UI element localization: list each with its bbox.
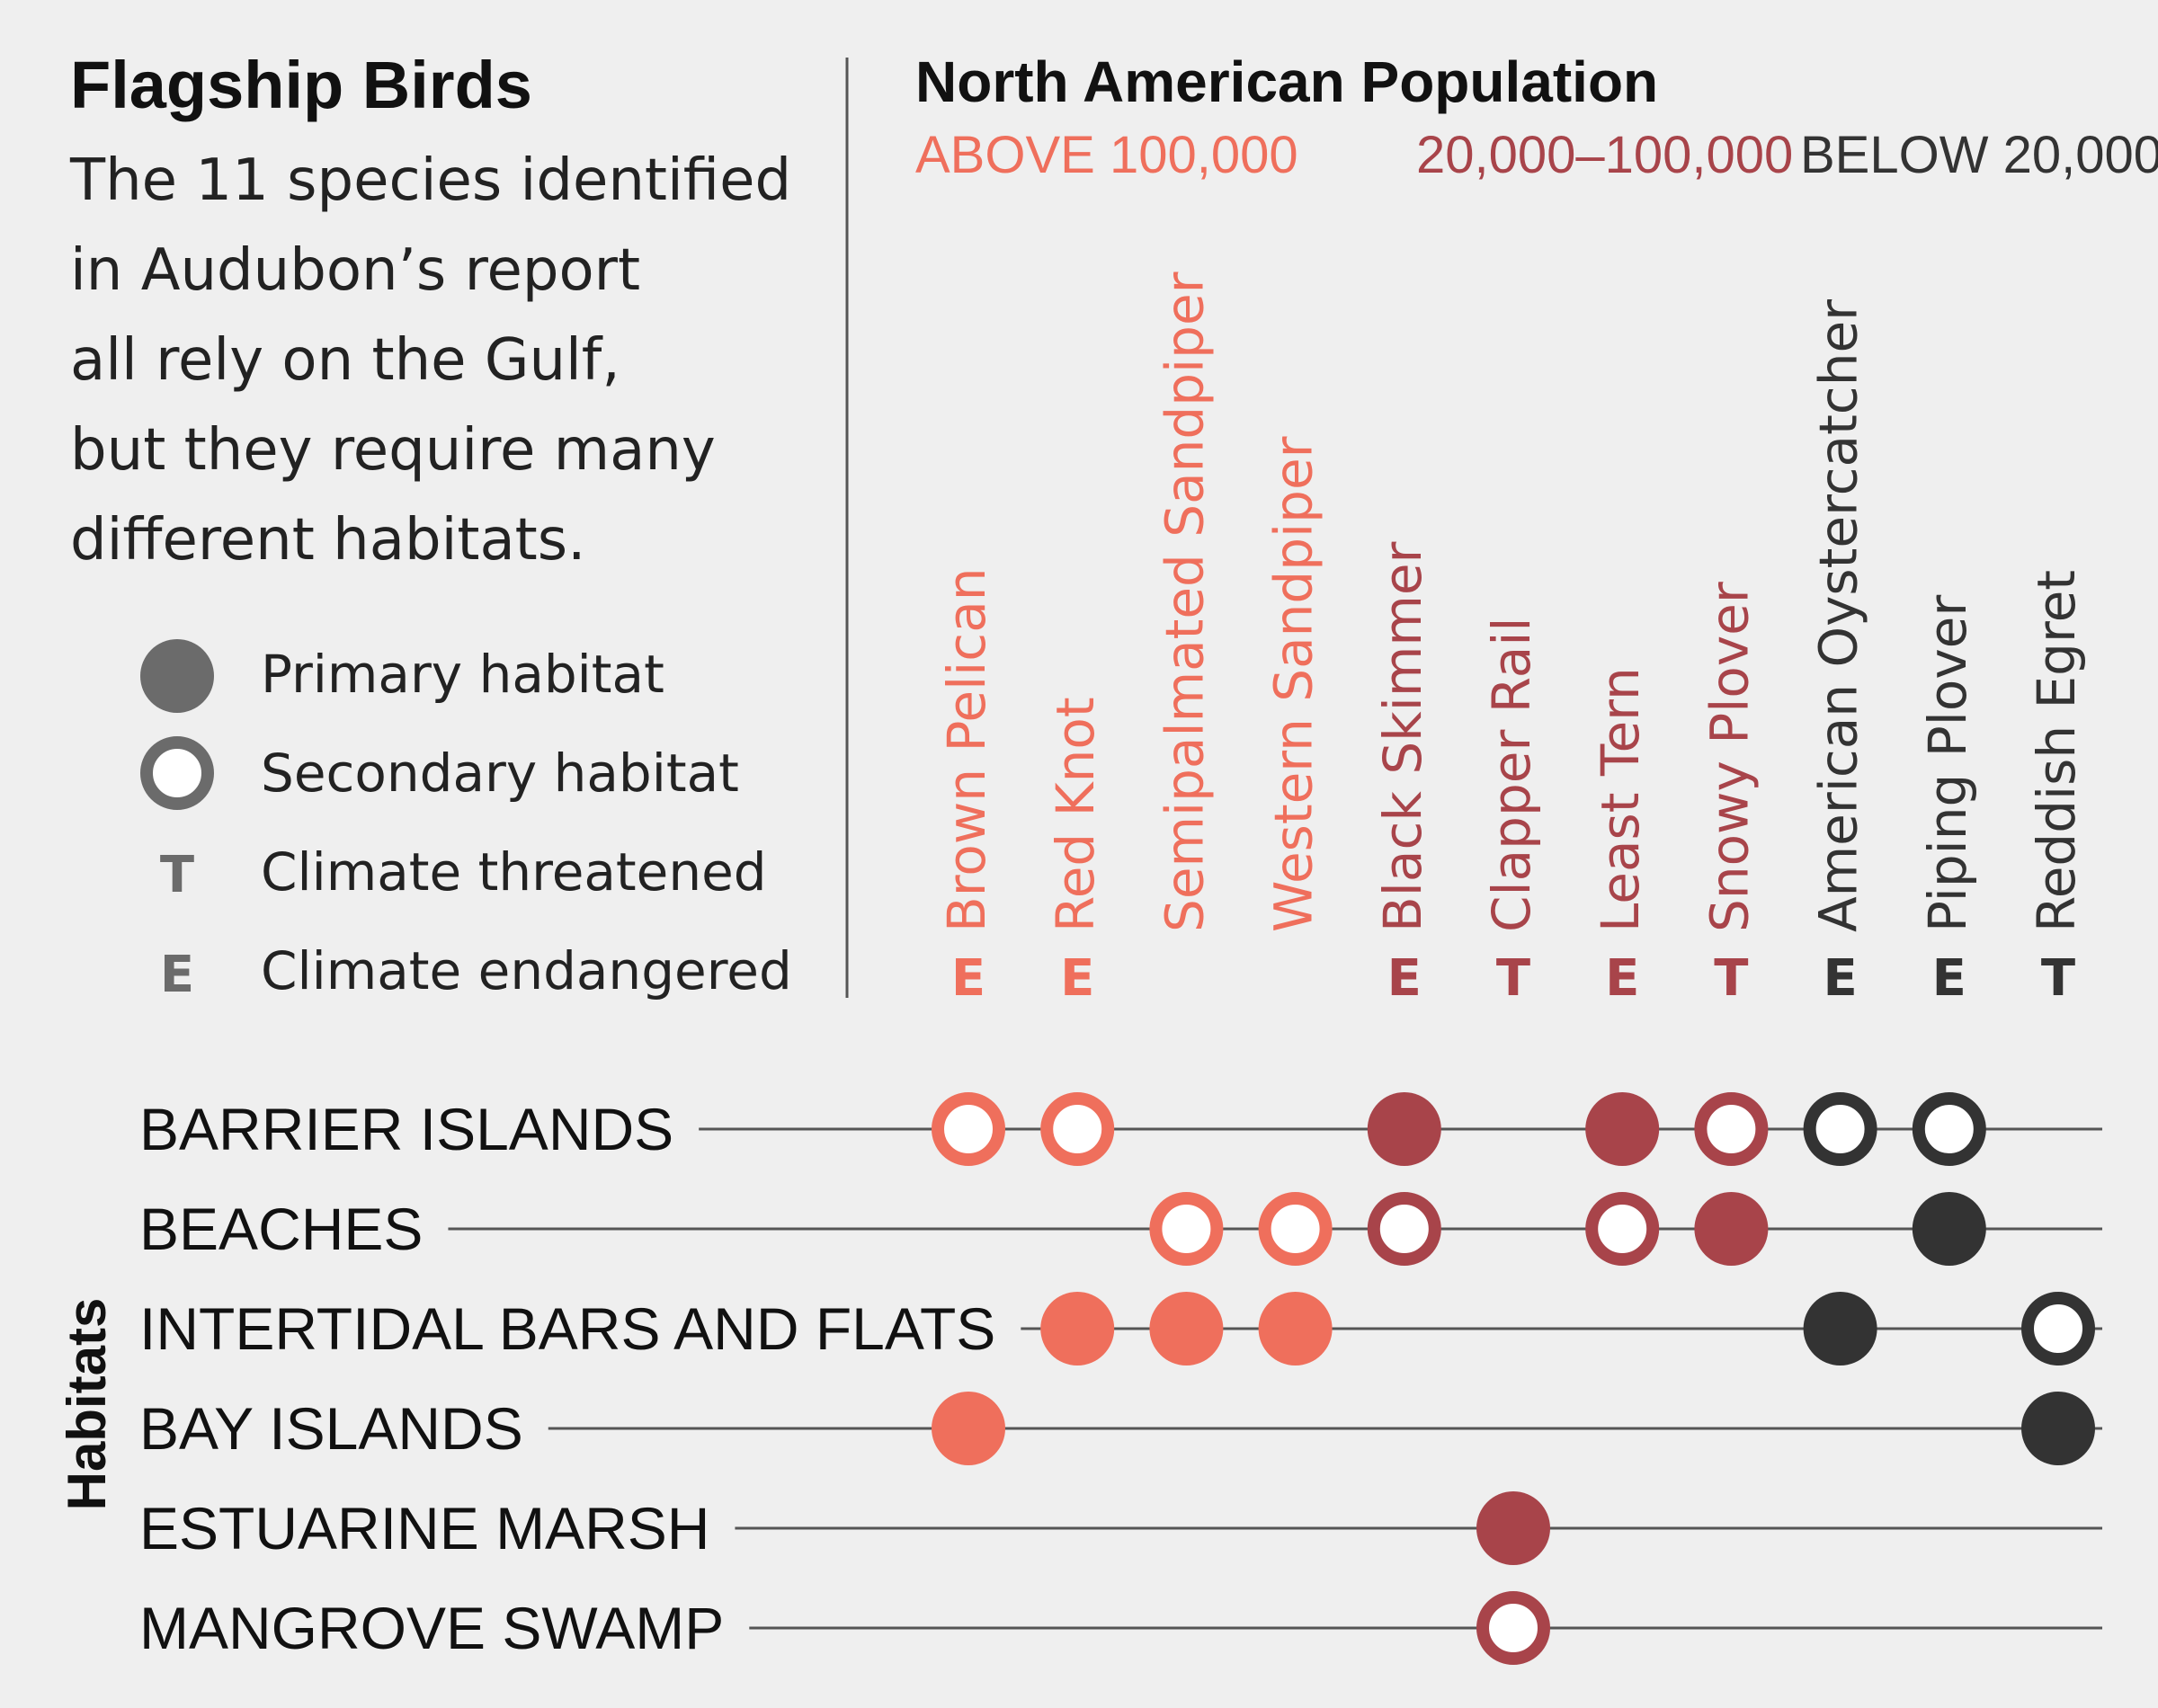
secondary-habitat-dot xyxy=(1040,1092,1115,1166)
subtitle-line-2: in Audubon’s report xyxy=(70,237,640,304)
secondary-habitat-dot xyxy=(1694,1092,1769,1166)
habitat-dots xyxy=(932,1092,2095,1665)
species-status-glyph: E xyxy=(951,949,985,1008)
habitat-rows: BARRIER ISLANDS BEACHES INTERTIDAL BARS AN… xyxy=(139,1096,2102,1661)
habitat-label: INTERTIDAL BARS AND FLATS xyxy=(139,1295,995,1362)
species-name: Snowy Plover xyxy=(1699,582,1760,932)
secondary-habitat-dot xyxy=(1149,1192,1224,1266)
secondary-habitat-dot xyxy=(1803,1092,1877,1166)
species-status-glyph: T xyxy=(2041,949,2075,1008)
legend-primary-swatch xyxy=(140,639,214,713)
subtitle-line-5: different habitats. xyxy=(70,507,585,574)
population-cat-low: BELOW 20,000 xyxy=(1800,126,2158,184)
secondary-habitat-dot xyxy=(1476,1591,1550,1665)
population-cat-high: ABOVE 100,000 xyxy=(915,126,1298,184)
species-status-glyph: E xyxy=(1605,949,1639,1008)
habitats-axis-title: Habitats xyxy=(57,1298,117,1511)
legend-secondary-label: Secondary habitat xyxy=(261,743,739,804)
legend-secondary-swatch xyxy=(140,736,214,810)
primary-habitat-dot xyxy=(1912,1192,1986,1266)
primary-habitat-dot xyxy=(1585,1092,1660,1166)
species-status-glyph: E xyxy=(1387,949,1422,1008)
population-cat-mid: 20,000–100,000 xyxy=(1416,126,1793,184)
primary-habitat-dot xyxy=(1803,1292,1877,1366)
species-name: Western Sandpiper xyxy=(1263,436,1324,932)
legend-endangered-label: Climate endangered xyxy=(261,940,792,1001)
habitat-label: ESTUARINE MARSH xyxy=(139,1495,709,1561)
habitat-label: MANGROVE SWAMP xyxy=(139,1595,724,1661)
species-name: American Oystercatcher xyxy=(1808,299,1869,932)
species-name: Least Tern xyxy=(1590,667,1651,932)
subtitle-line-4: but they require many xyxy=(70,417,716,484)
species-status-glyph: E xyxy=(1932,949,1966,1008)
habitat-label: BARRIER ISLANDS xyxy=(139,1096,673,1162)
primary-habitat-dot xyxy=(1694,1192,1769,1266)
species-name: Semipalmated Sandpiper xyxy=(1154,271,1215,932)
species-name: Reddish Egret xyxy=(2026,570,2087,932)
legend-endangered-glyph: E xyxy=(160,946,194,1004)
primary-habitat-dot xyxy=(2021,1392,2095,1465)
species-name: Red Knot xyxy=(1045,697,1106,932)
secondary-habitat-dot xyxy=(2021,1292,2095,1366)
subtitle-line-3: all rely on the Gulf, xyxy=(70,327,620,394)
species-name: Piping Plover xyxy=(1917,595,1978,932)
secondary-habitat-dot xyxy=(1912,1092,1986,1166)
secondary-habitat-dot xyxy=(1367,1192,1441,1266)
species-name: Brown Pelican xyxy=(936,568,997,933)
primary-habitat-dot xyxy=(932,1392,1005,1465)
primary-habitat-dot xyxy=(1367,1092,1441,1166)
secondary-habitat-dot xyxy=(1585,1192,1660,1266)
legend-threatened-label: Climate threatened xyxy=(261,841,767,903)
habitat-label: BAY ISLANDS xyxy=(139,1395,523,1462)
subtitle-line-1: The 11 species identified xyxy=(69,147,791,214)
habitat-label: BEACHES xyxy=(139,1196,423,1262)
species-status-glyph: E xyxy=(1823,949,1857,1008)
primary-habitat-dot xyxy=(1149,1292,1224,1366)
population-title: North American Population xyxy=(915,49,1658,114)
species-name: Clapper Rail xyxy=(1481,617,1542,932)
species-status-glyph: T xyxy=(1496,949,1530,1008)
legend-primary-label: Primary habitat xyxy=(261,644,664,705)
secondary-habitat-dot xyxy=(932,1092,1005,1166)
primary-habitat-dot xyxy=(1040,1292,1115,1366)
species-name: Black Skimmer xyxy=(1372,541,1433,932)
species-status-glyph: T xyxy=(1714,949,1748,1008)
species-status-glyph: E xyxy=(1060,949,1094,1008)
species-columns: Brown Pelican E Red Knot E Semipalmated Sand… xyxy=(936,271,2087,1008)
primary-habitat-dot xyxy=(1258,1292,1333,1366)
chart-title: Flagship Birds xyxy=(70,48,532,122)
legend-threatened-glyph: T xyxy=(160,846,194,904)
secondary-habitat-dot xyxy=(1258,1192,1333,1266)
primary-habitat-dot xyxy=(1476,1491,1550,1565)
